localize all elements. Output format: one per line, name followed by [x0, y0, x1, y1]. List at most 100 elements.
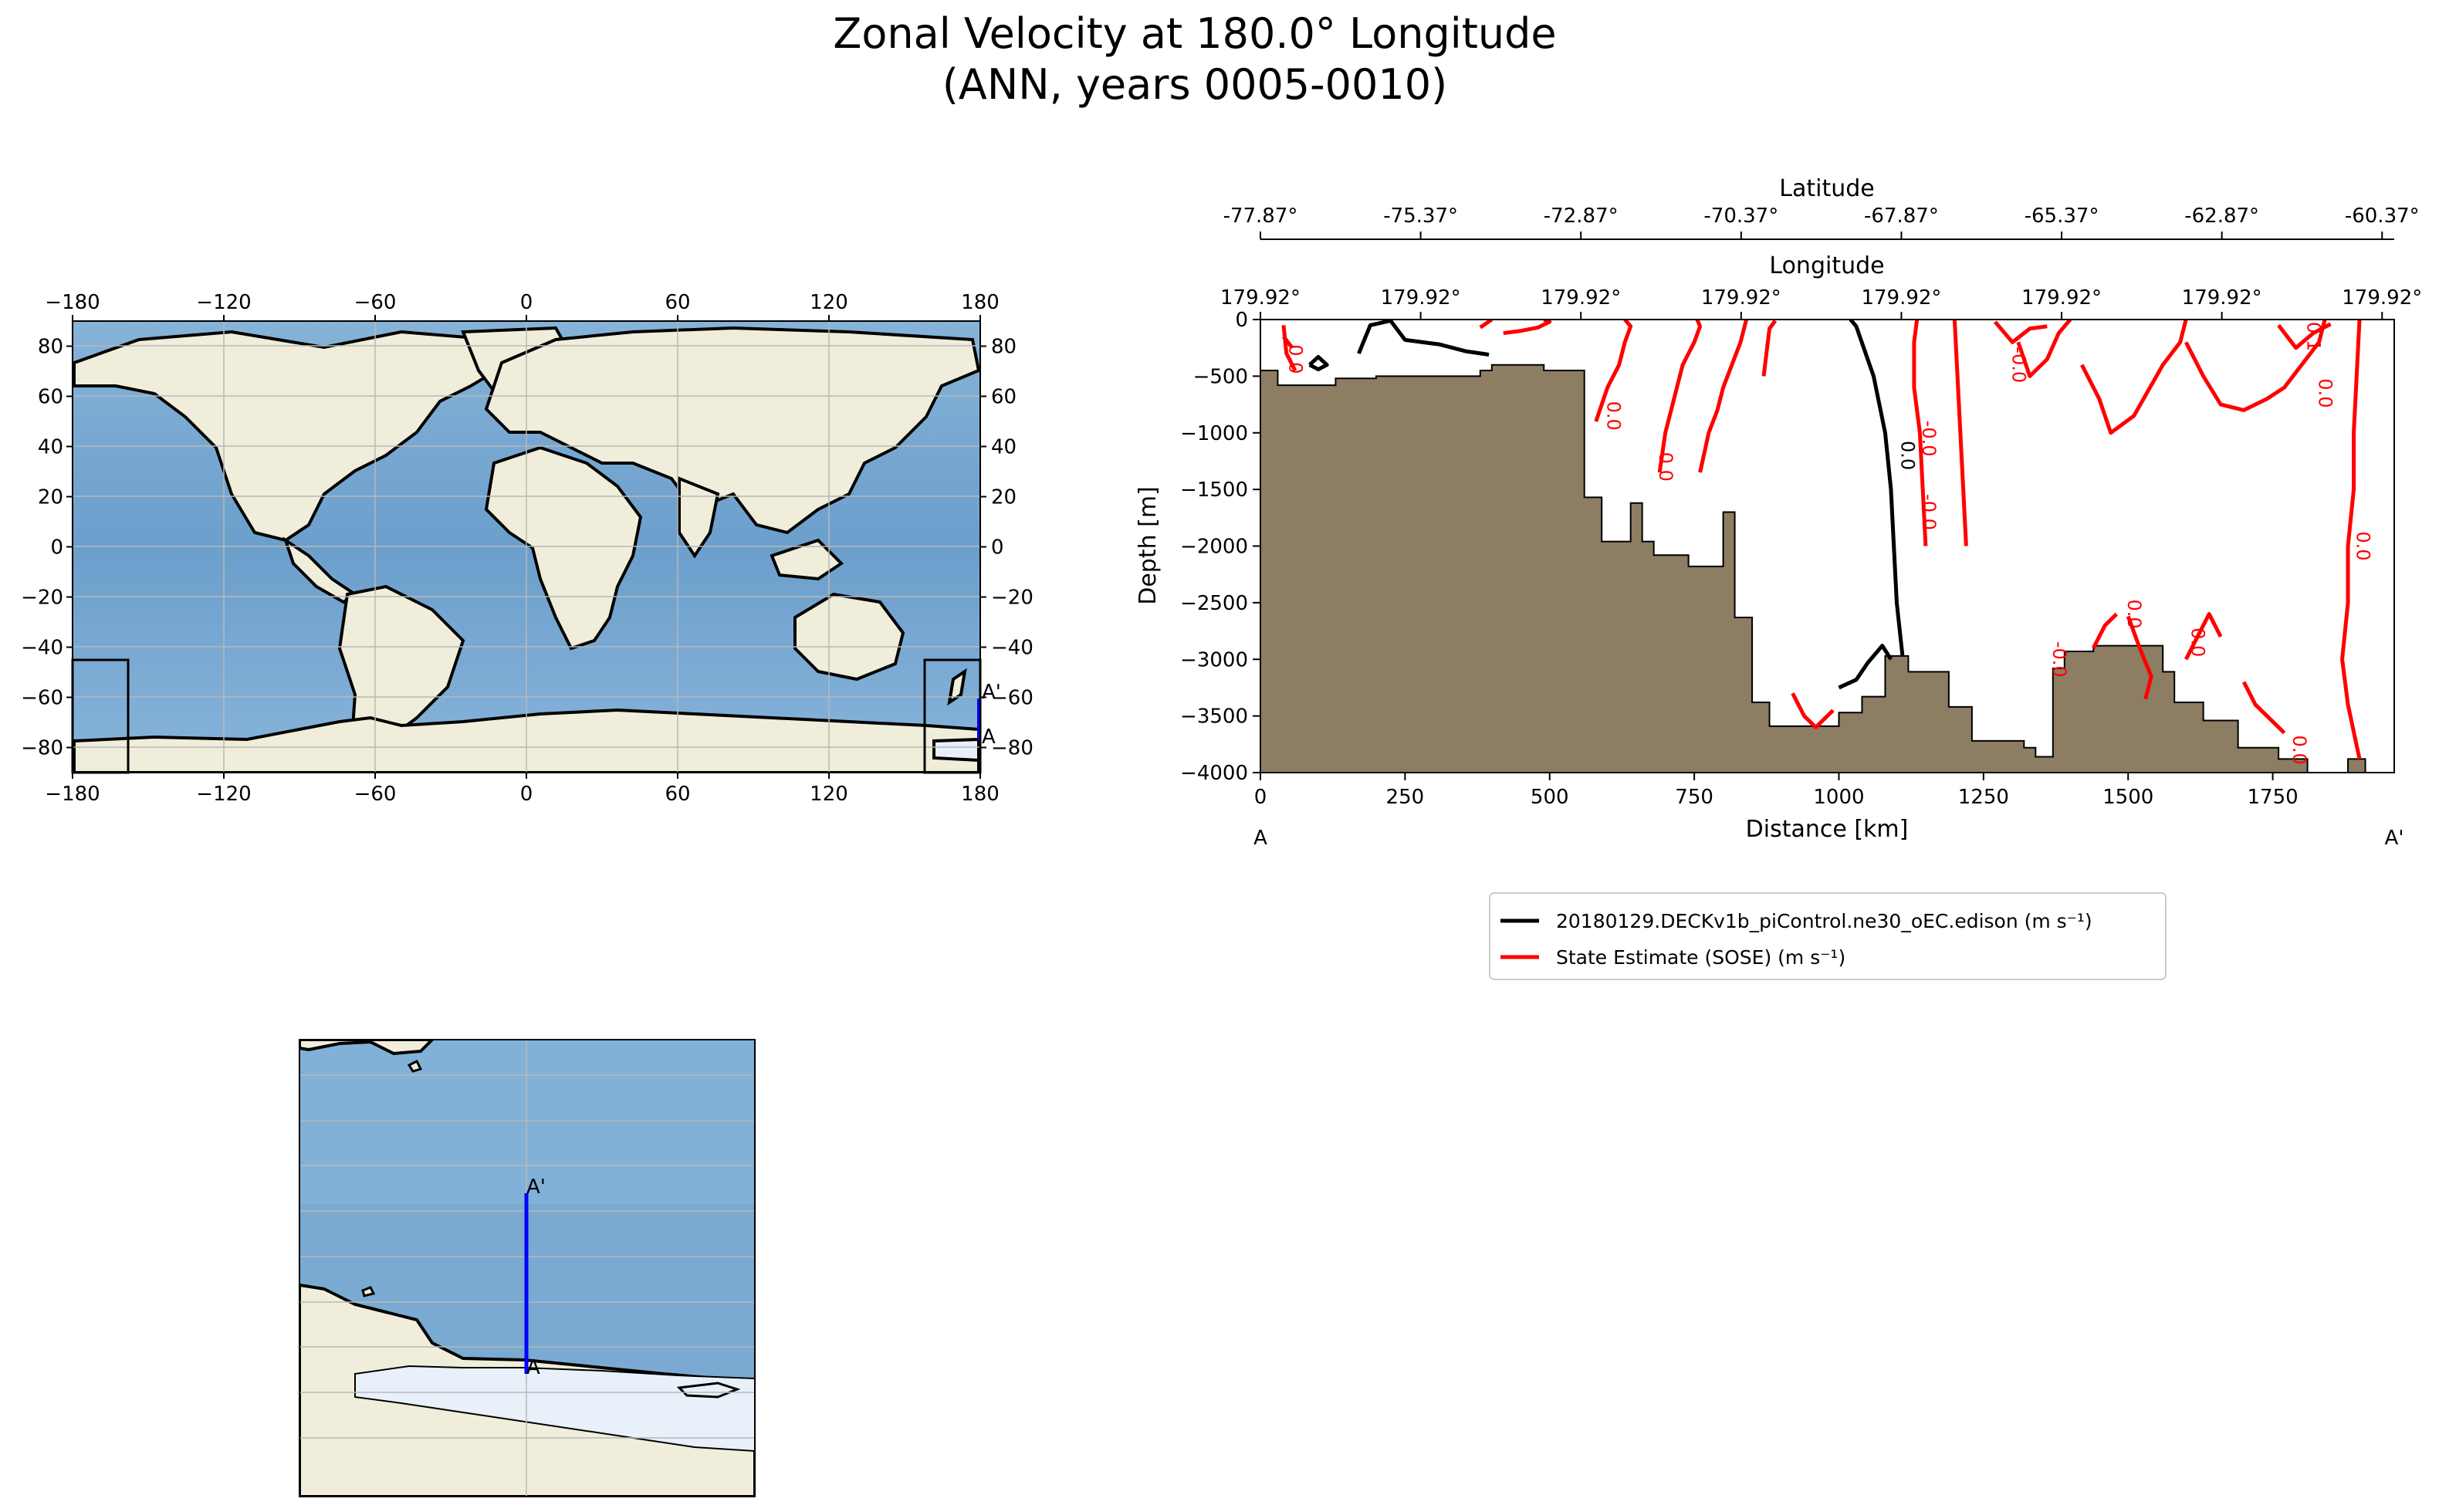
sose-contour-line	[1952, 320, 1968, 546]
sose-contour-line	[1657, 320, 1703, 473]
inset-transect-end-label: A'	[526, 1175, 546, 1199]
y-tick-label: −3500	[1180, 705, 1248, 729]
map-lon-tick-label: −120	[196, 783, 251, 806]
x-tick-label: 1250	[1958, 786, 2009, 809]
legend-box	[1489, 892, 2167, 980]
y-tick-label: −3000	[1180, 648, 1248, 671]
contour-label: -0.0	[1918, 494, 1940, 530]
map-lon-tick-label: −180	[45, 783, 100, 806]
y-tick-label: −500	[1193, 365, 1248, 388]
sose-contour-line	[2016, 320, 2072, 378]
contour-label: 0.0	[2352, 531, 2373, 560]
map-lat-tick-label: 60	[38, 386, 63, 409]
legend-label-sose: State Estimate (SOSE) (m s⁻¹)	[1556, 946, 1845, 969]
y-axis-ticks: 0 −500 −1000 −1500 −2000 −2500 −3000 −3500 −4000	[1180, 309, 1260, 785]
latitude-tick-label: -72.87°	[1544, 205, 1619, 228]
sose-contour-line	[2126, 615, 2153, 700]
x-axis-label: Distance [km]	[1746, 816, 1909, 843]
x-tick-label: 0	[1254, 786, 1267, 809]
map-lon-tick-label: 0	[520, 291, 533, 314]
map-lat-tick-label: 0	[991, 536, 1004, 560]
map-transect-end-label: A'	[982, 681, 1001, 704]
x-tick-label: 250	[1386, 786, 1425, 809]
contour-label: -0.0	[1918, 421, 1940, 457]
inset-map: A' A	[299, 1039, 756, 1497]
x-tick-label: 1750	[2248, 786, 2299, 809]
sose-contour-line	[1698, 320, 1748, 473]
section-end-label: A'	[2385, 827, 2404, 850]
latitude-tick-label: -65.37°	[2025, 205, 2099, 228]
sose-contour-line	[1791, 692, 1835, 729]
map-lon-tick-label: −120	[196, 291, 251, 314]
map-lat-tick-label: 60	[991, 386, 1017, 409]
map-lat-tick-label: −80	[991, 737, 1033, 760]
contour-label: 0.0	[2315, 378, 2336, 408]
map-lat-tick-label: −40	[991, 637, 1033, 660]
longitude-tick-label: 179.92°	[1541, 286, 1621, 310]
map-lat-tick-label: −20	[21, 587, 63, 610]
map-gridlines	[73, 321, 980, 773]
x-tick-label: 1000	[1813, 786, 1864, 809]
longitude-tick-label: 179.92°	[1861, 286, 1941, 310]
model-contour-line	[1308, 354, 1329, 372]
map-lat-tick-label: 40	[991, 436, 1017, 459]
contour-label: -0.0	[2048, 641, 2070, 678]
latitude-axis-ticks: -77.87° -75.37° -72.87° -70.37° -67.87° -65.3…	[1223, 205, 2420, 239]
section-plot: 0.0 -0.0-0.00.00.0-0.00.00.10.00.00.0-0.0…	[1135, 175, 2422, 850]
inset-transect-start-label: A	[526, 1356, 540, 1379]
map-lat-tick-label: −60	[991, 687, 1033, 710]
contour-label: 0.0	[1896, 441, 1918, 470]
y-axis-label: Depth [m]	[1135, 486, 1162, 605]
seafloor-bathymetry	[1260, 364, 2366, 773]
sose-contour-line	[2184, 320, 2327, 412]
longitude-axis-ticks: 179.92° 179.92° 179.92° 179.92° 179.92° 179.9…	[1220, 286, 2422, 320]
longitude-tick-label: 179.92°	[1701, 286, 1781, 310]
latitude-tick-label: -70.37°	[1703, 205, 1778, 228]
map-lat-tick-label: −20	[991, 587, 1033, 610]
map-lon-tick-label: −60	[354, 783, 397, 806]
inset-frame	[299, 1039, 756, 1497]
map-lon-tick-label: 120	[810, 783, 848, 806]
sose-contour-line	[2080, 320, 2188, 435]
map-lon-tick-label: 60	[665, 291, 690, 314]
inset-ice-shelf	[354, 1365, 755, 1453]
figure-title-line1: Zonal Velocity at 180.0° Longitude	[833, 9, 1556, 58]
sose-contour-line	[2241, 681, 2286, 735]
sose-contour-line	[1993, 320, 2048, 344]
latitude-tick-label: -60.37°	[2345, 205, 2420, 228]
contour-label: 0.0	[1284, 344, 1306, 374]
map-lon-tick-label: 120	[810, 291, 848, 314]
latitude-tick-label: -67.87°	[1864, 205, 1939, 228]
map-lat-tick-label: 40	[38, 436, 63, 459]
longitude-tick-label: 179.92°	[2342, 286, 2422, 310]
map-lon-tick-label: 180	[961, 783, 1000, 806]
inset-island	[407, 1059, 423, 1073]
map-lon-tick-label: 180	[961, 291, 1000, 314]
latitude-tick-label: -77.87°	[1223, 205, 1298, 228]
contour-label: 0.0	[2187, 627, 2209, 657]
sose-contour-line	[1503, 320, 1552, 336]
world-map: A' A −180 −120 −60 0 60 120 180 −180 −120 −60 0 60…	[21, 291, 1033, 806]
y-tick-label: −2500	[1180, 592, 1248, 615]
latitude-tick-label: -62.87°	[2184, 205, 2259, 228]
x-tick-label: 500	[1531, 786, 1569, 809]
map-lat-tick-label: −40	[21, 637, 63, 660]
model-contour-line	[1838, 644, 1893, 690]
x-tick-label: 1500	[2102, 786, 2153, 809]
sose-contours	[1281, 320, 2362, 759]
sose-contour-line	[1912, 320, 1928, 546]
inset-ice-island	[676, 1382, 741, 1399]
y-tick-label: 0	[1235, 309, 1248, 332]
map-lat-tick-label: 20	[38, 486, 63, 509]
contour-labels: 0.0 -0.0-0.00.00.0-0.00.00.10.00.00.0-0.0…	[1284, 322, 2373, 765]
inset-land-top	[299, 1040, 435, 1056]
contour-label: 0.1	[2303, 322, 2325, 351]
map-lat-tick-label: −60	[21, 687, 63, 710]
y-tick-label: −4000	[1180, 762, 1248, 785]
contour-label: 0.0	[2123, 599, 2145, 628]
contour-label: 0.0	[1603, 401, 1625, 431]
y-tick-label: −1500	[1180, 479, 1248, 502]
sose-contour-line	[2340, 320, 2362, 759]
map-lon-tick-label: 0	[520, 783, 533, 806]
